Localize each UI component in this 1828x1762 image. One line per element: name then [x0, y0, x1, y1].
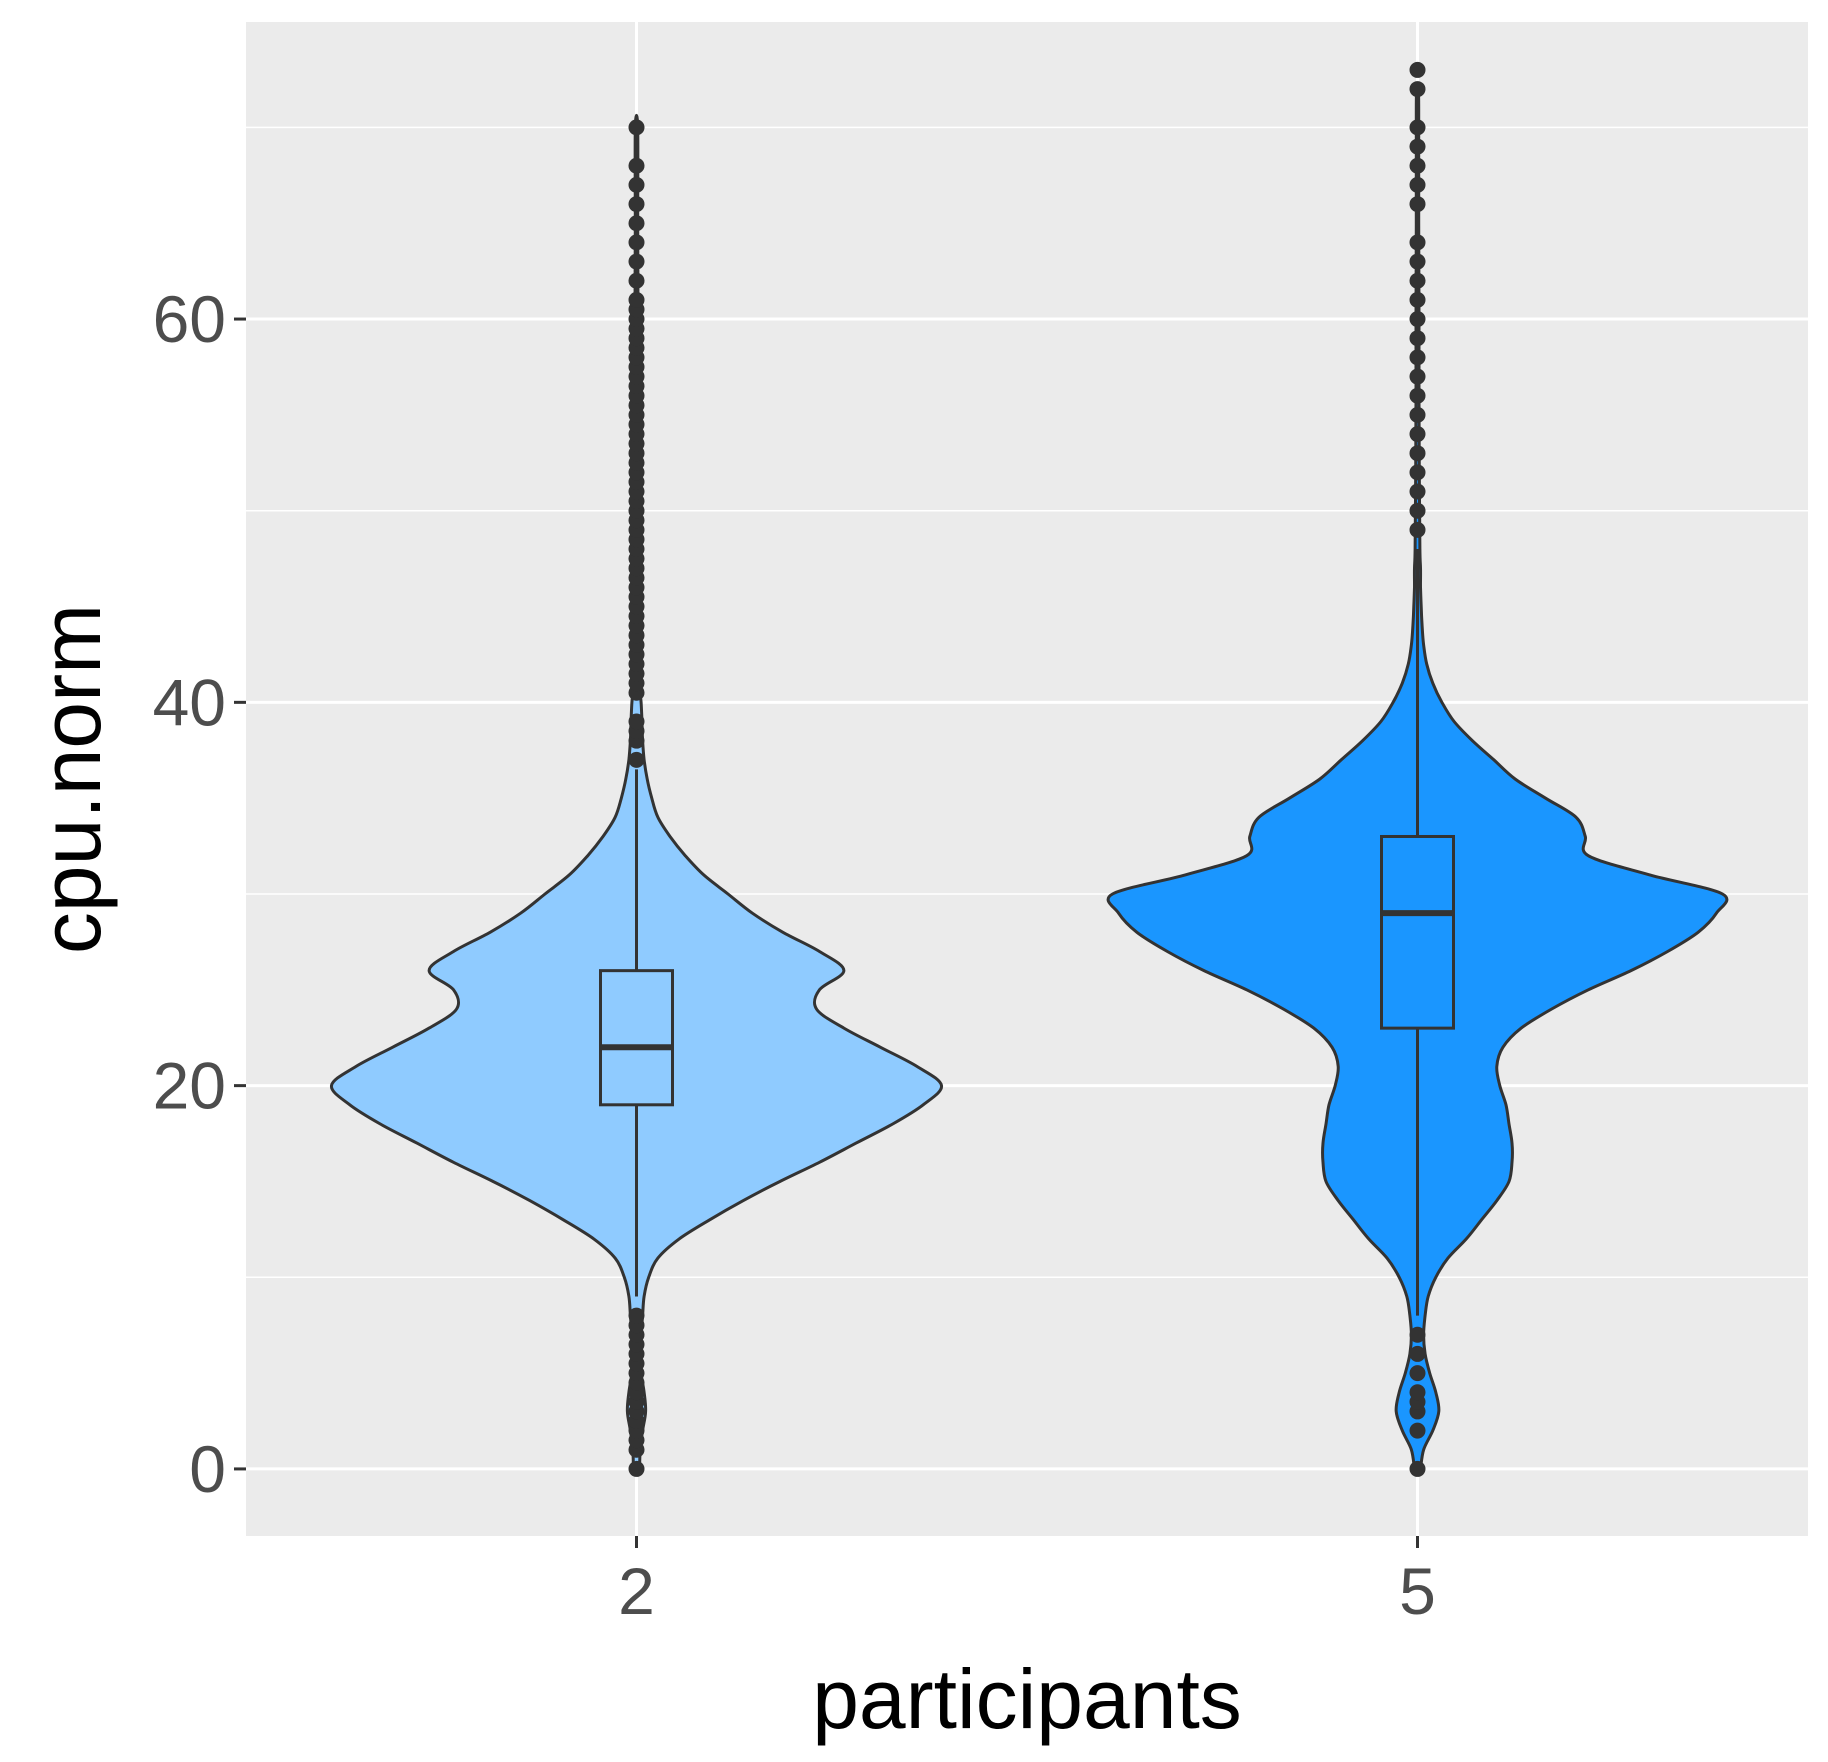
x-tick-label: 2: [618, 1554, 655, 1628]
outlier-point-5: [1409, 1345, 1426, 1362]
outlier-point-5: [1409, 521, 1426, 538]
box-5: [1380, 834, 1455, 1030]
outlier-point-5: [1409, 406, 1426, 423]
outlier-point-2: [628, 196, 645, 213]
outlier-point-5: [1409, 272, 1426, 289]
outlier-point-2: [628, 1460, 645, 1477]
outlier-point-2: [628, 272, 645, 289]
violin-group-5: [1106, 61, 1729, 1477]
outlier-point-5: [1409, 81, 1426, 98]
outlier-point-5: [1409, 1460, 1426, 1477]
y-axis-title: cpu.norm: [24, 604, 118, 954]
outlier-point-2: [628, 119, 645, 136]
outlier-point-5: [1409, 426, 1426, 443]
outlier-point-5: [1409, 349, 1426, 366]
outlier-point-2: [628, 291, 645, 308]
x-tick-label: 5: [1399, 1554, 1436, 1628]
outlier-point-2: [628, 157, 645, 174]
outlier-point-5: [1409, 445, 1426, 462]
y-tick-label: 60: [153, 282, 226, 356]
violin-group-2: [330, 113, 943, 1477]
outlier-point-5: [1409, 176, 1426, 193]
outlier-point-2: [628, 215, 645, 232]
outlier-point-5: [1409, 119, 1426, 136]
outlier-point-5: [1409, 368, 1426, 385]
box-2: [599, 969, 674, 1107]
y-axis: 0 20 40 60: [153, 282, 246, 1506]
outlier-point-5: [1409, 330, 1426, 347]
outlier-point-5: [1409, 1365, 1426, 1382]
outlier-point-5: [1409, 234, 1426, 251]
outlier-point-5: [1409, 311, 1426, 328]
outlier-point-2: [628, 176, 645, 193]
outlier-point-5: [1409, 464, 1426, 481]
plot-panel: [246, 22, 1808, 1536]
outlier-point-5: [1409, 157, 1426, 174]
outlier-point-5: [1409, 387, 1426, 404]
outlier-point-5: [1409, 1326, 1426, 1343]
x-axis-title: participants: [812, 1652, 1242, 1746]
outlier-point-5: [1409, 253, 1426, 270]
outlier-point-2: [628, 253, 645, 270]
outlier-point-5: [1409, 502, 1426, 519]
outlier-point-2: [628, 234, 645, 251]
violin-layer: [330, 61, 1729, 1477]
outlier-point-5: [1409, 291, 1426, 308]
outlier-point-2: [628, 751, 645, 768]
outlier-point-5: [1409, 61, 1426, 78]
outlier-point-2: [628, 713, 645, 730]
outlier-point-5: [1409, 1384, 1426, 1401]
y-tick-label: 40: [153, 665, 226, 739]
outlier-point-2: [628, 1307, 645, 1324]
y-tick-label: 20: [153, 1049, 226, 1123]
outlier-point-5: [1409, 1422, 1426, 1439]
outlier-point-5: [1409, 483, 1426, 500]
outlier-point-5: [1409, 196, 1426, 213]
outlier-point-5: [1409, 138, 1426, 155]
y-tick-label: 0: [189, 1432, 226, 1506]
